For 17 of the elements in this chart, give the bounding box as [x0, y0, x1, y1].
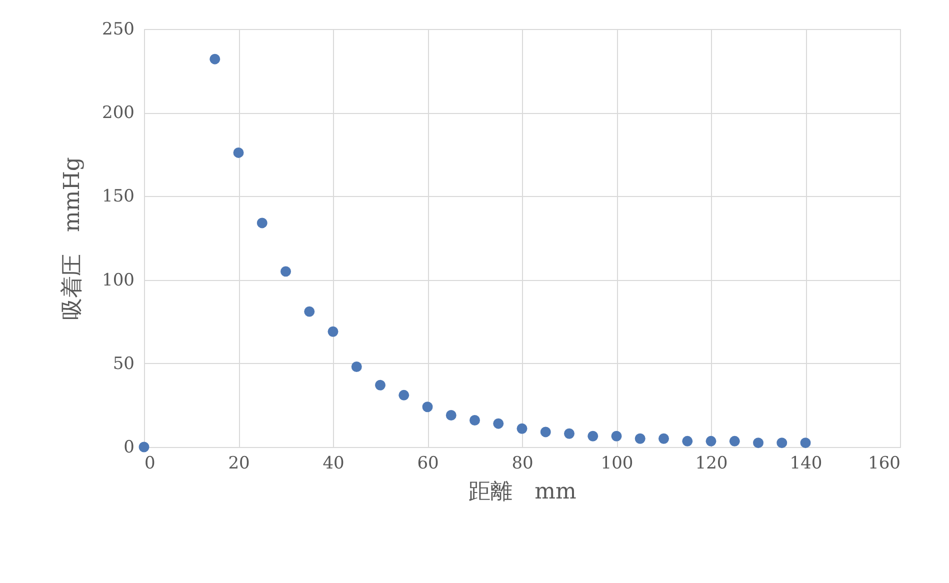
x-tick-label: 40	[322, 454, 344, 474]
y-tick-label: 50	[112, 354, 134, 374]
y-tick-label: 0	[124, 438, 134, 458]
y-tick-label: 150	[102, 186, 134, 207]
x-tick-label: 160	[868, 454, 900, 474]
y-tick-label: 250	[102, 20, 134, 40]
x-tick-label: 60	[417, 454, 439, 474]
y-tick-label: 200	[102, 103, 134, 124]
y-axis-title: 吸着圧 mmHg	[60, 157, 86, 320]
x-axis-title: 距離 mm	[468, 480, 576, 504]
x-tick-label: 0	[144, 454, 156, 474]
x-tick-label: 120	[695, 454, 728, 474]
x-tick-label: 20	[228, 454, 250, 474]
x-tick-label: 80	[512, 454, 534, 474]
y-tick-label: 100	[102, 270, 134, 290]
x-tick-label: 140	[790, 454, 822, 474]
x-tick-label: 100	[600, 454, 634, 474]
